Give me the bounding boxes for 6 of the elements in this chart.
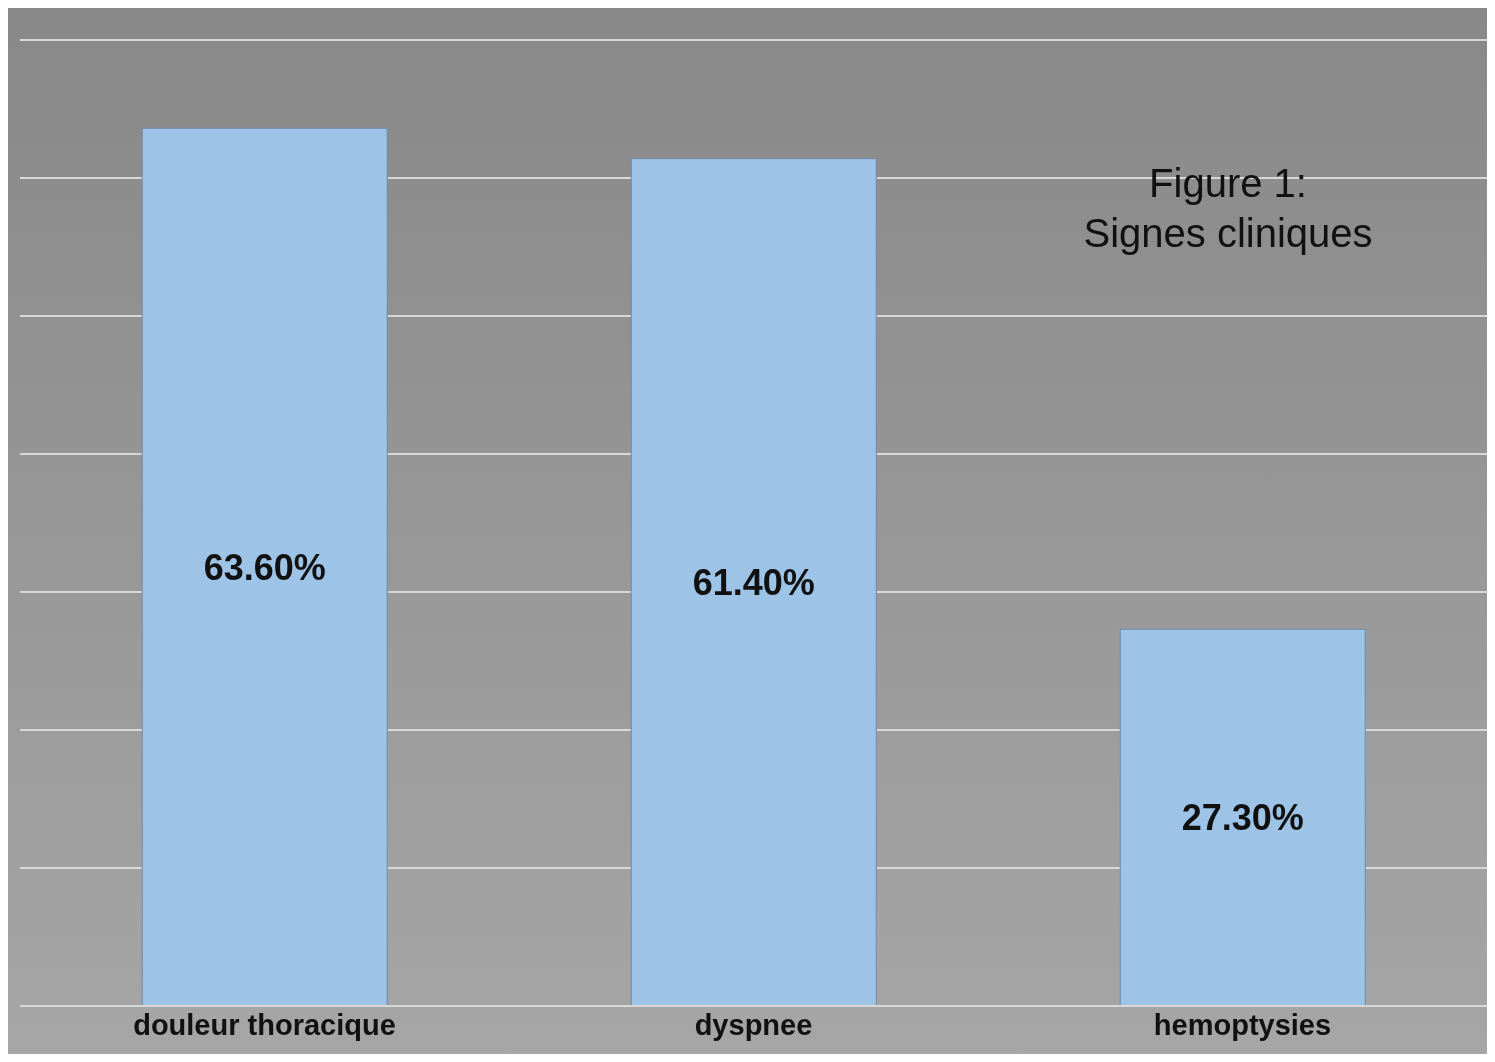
x-tick-label: hemoptysies: [1153, 1008, 1332, 1041]
x-tick-label: dyspnee: [694, 1008, 813, 1041]
data-label: 27.30%: [1181, 797, 1304, 839]
x-tick-label: douleur thoracique: [133, 1008, 396, 1041]
data-label: 63.60%: [203, 546, 326, 588]
data-label: 61.40%: [692, 561, 815, 603]
